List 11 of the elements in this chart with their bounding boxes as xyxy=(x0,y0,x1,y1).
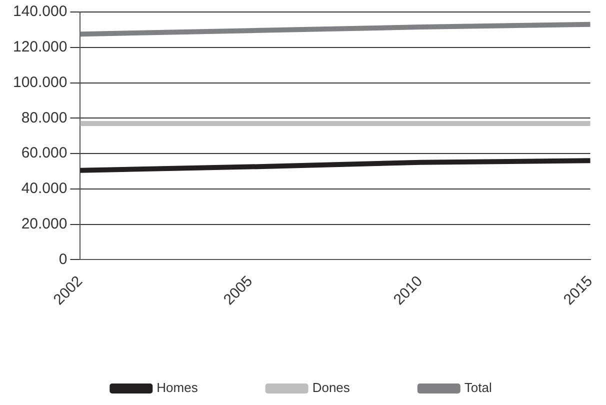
y-tick-label: 20.000 xyxy=(21,215,68,232)
y-tick-label: 100.000 xyxy=(12,74,68,91)
y-tick-label: 80.000 xyxy=(21,109,68,126)
y-tick-label: 120.000 xyxy=(12,38,68,56)
y-tick-label: 0 xyxy=(58,250,68,268)
y-tick-label: 140.000 xyxy=(12,3,68,20)
legend-label: Dones xyxy=(312,380,350,396)
y-tick-label: 40.000 xyxy=(21,180,68,198)
legend-label: Homes xyxy=(156,380,198,396)
legend-label: Total xyxy=(464,380,492,396)
y-tick-label: 60.000 xyxy=(21,144,68,162)
